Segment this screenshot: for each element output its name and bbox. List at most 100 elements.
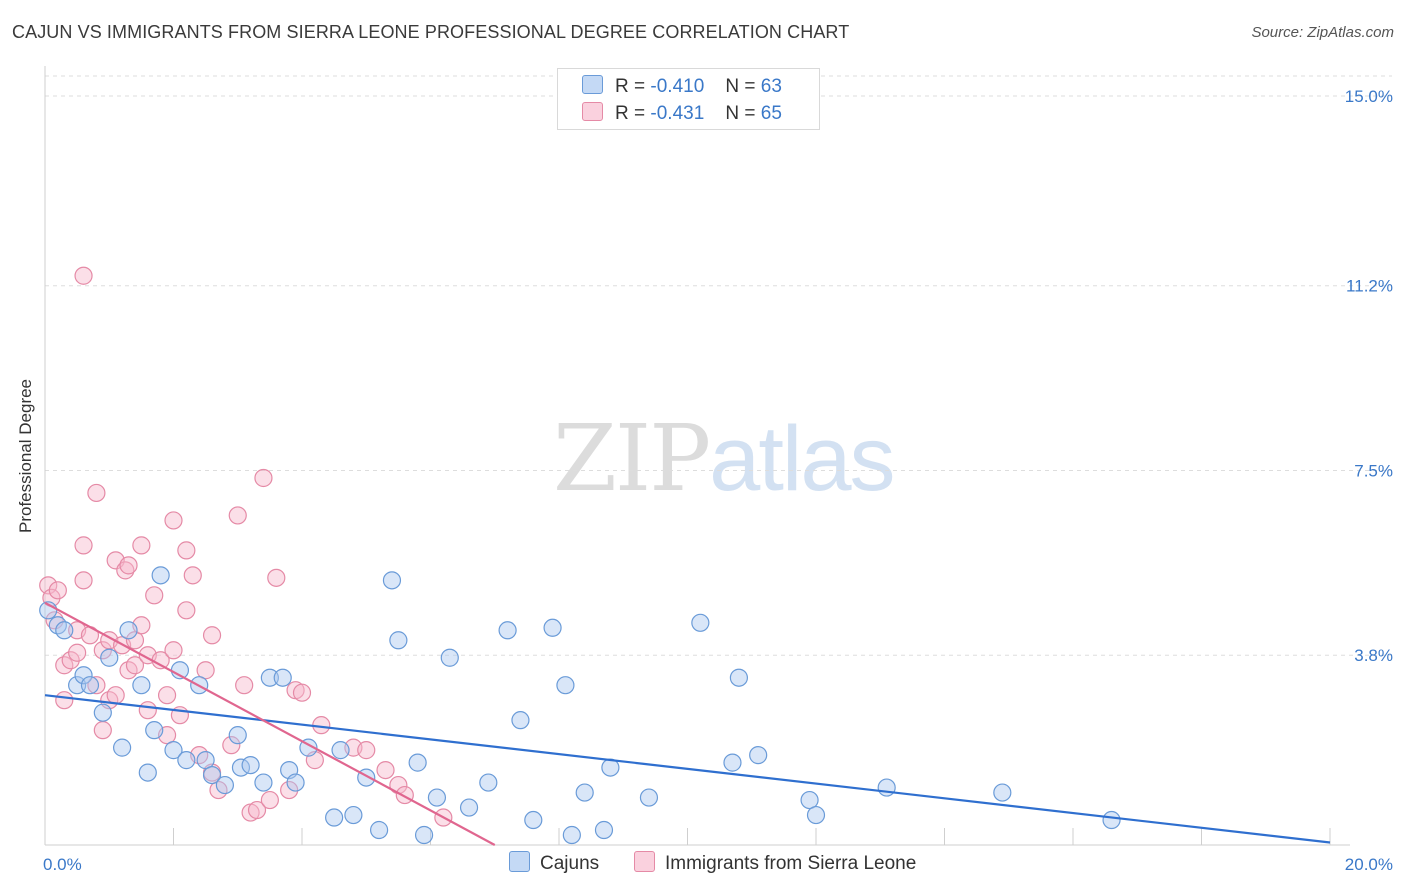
data-point [260, 790, 279, 810]
source-label: Source: ZipAtlas.com [1251, 24, 1394, 41]
data-point [498, 621, 517, 640]
data-point [164, 641, 183, 660]
trend-line-sierra-leone [44, 601, 496, 846]
data-point [151, 566, 170, 585]
data-point [93, 703, 112, 722]
data-point [562, 825, 581, 845]
data-point [196, 661, 215, 680]
trend-lines [44, 601, 1331, 846]
y-tick-label: 15.0% [1345, 87, 1393, 106]
data-point [280, 780, 299, 800]
legend-row-cajuns: R = -0.410 N = 63 [582, 75, 782, 99]
data-point [408, 753, 427, 772]
data-point [729, 668, 749, 687]
data-point [157, 686, 177, 705]
data-point [691, 613, 710, 632]
data-point [331, 741, 350, 760]
data-point [222, 736, 241, 755]
data-point [376, 760, 395, 780]
data-point [286, 773, 305, 792]
data-point [68, 676, 87, 695]
data-point [273, 668, 292, 687]
watermark-zip: ZIP [553, 405, 711, 512]
data-point [196, 751, 215, 770]
data-point [74, 536, 93, 555]
data-point [806, 805, 826, 825]
tick-labels: 3.8% 7.5% 11.2% 15.0% 0.0% 20.0% [43, 87, 1393, 874]
data-point [93, 721, 112, 740]
legend-n-label: N = [725, 103, 756, 124]
data-point [48, 581, 67, 600]
legend-swatch-blue [509, 851, 530, 872]
legend-r-value: -0.410 [650, 76, 705, 97]
legend-swatch-blue [582, 75, 603, 94]
grid-lines [45, 75, 1392, 656]
data-point [382, 571, 402, 590]
data-point [61, 651, 80, 670]
data-point [45, 611, 64, 630]
y-tick-label: 11.2% [1346, 277, 1393, 296]
data-point [575, 783, 594, 802]
data-point [202, 626, 222, 645]
legend-r-value: -0.431 [650, 103, 705, 124]
series-sierra-leone-points [39, 266, 453, 827]
data-point [357, 741, 376, 760]
data-point [119, 621, 138, 640]
data-point [228, 726, 247, 745]
data-point [235, 676, 254, 695]
data-point [87, 483, 106, 503]
data-point [247, 800, 267, 820]
data-point [55, 621, 74, 640]
data-point [556, 676, 575, 695]
data-point [55, 691, 74, 710]
chart-title: CAJUN VS IMMIGRANTS FROM SIERRA LEONE PR… [12, 22, 850, 42]
data-point [479, 773, 498, 792]
data-point [241, 756, 260, 775]
data-point [138, 763, 157, 782]
data-point [100, 648, 119, 667]
data-point [254, 468, 273, 488]
trend-line-cajuns [44, 694, 1331, 844]
data-point [459, 798, 479, 817]
data-point [138, 701, 157, 720]
y-axis-label: Professional Degree [16, 378, 35, 534]
data-point [74, 571, 93, 590]
data-point [440, 648, 459, 667]
data-point [800, 790, 819, 810]
legend-n-value: 65 [760, 103, 782, 124]
bottom-legend-label: Immigrants from Sierra Leone [665, 853, 917, 874]
legend-r-label: R = [615, 76, 646, 97]
data-point [177, 601, 196, 620]
data-point [344, 805, 363, 825]
data-point [116, 561, 135, 580]
legend-n-value: 63 [760, 76, 782, 97]
data-point [80, 676, 100, 695]
data-point [267, 568, 286, 587]
data-point [145, 721, 164, 740]
data-point [414, 825, 434, 845]
data-point [125, 631, 145, 650]
data-point [164, 741, 183, 760]
data-point [254, 773, 273, 792]
data-point [87, 676, 106, 695]
data-point [228, 506, 247, 525]
data-point [389, 631, 408, 650]
data-point [177, 541, 196, 560]
data-point [177, 751, 196, 770]
bottom-legend-label: Cajuns [540, 853, 600, 874]
data-point [639, 788, 659, 807]
data-point [74, 666, 93, 685]
legend-row-sierra-leone: R = -0.431 N = 65 [582, 102, 782, 126]
bottom-legend-cajuns: Cajuns [509, 851, 599, 875]
data-point [132, 676, 151, 695]
data-point [106, 686, 125, 705]
data-point [543, 618, 562, 637]
legend-swatch-pink [582, 102, 603, 121]
stats-legend: R = -0.410 N = 63 R = -0.431 N = 65 [557, 68, 820, 130]
bottom-legend-sierra-leone: Immigrants from Sierra Leone [634, 851, 916, 875]
data-point [260, 668, 279, 687]
data-point [749, 746, 768, 765]
data-point [292, 683, 312, 702]
data-point [594, 820, 614, 840]
